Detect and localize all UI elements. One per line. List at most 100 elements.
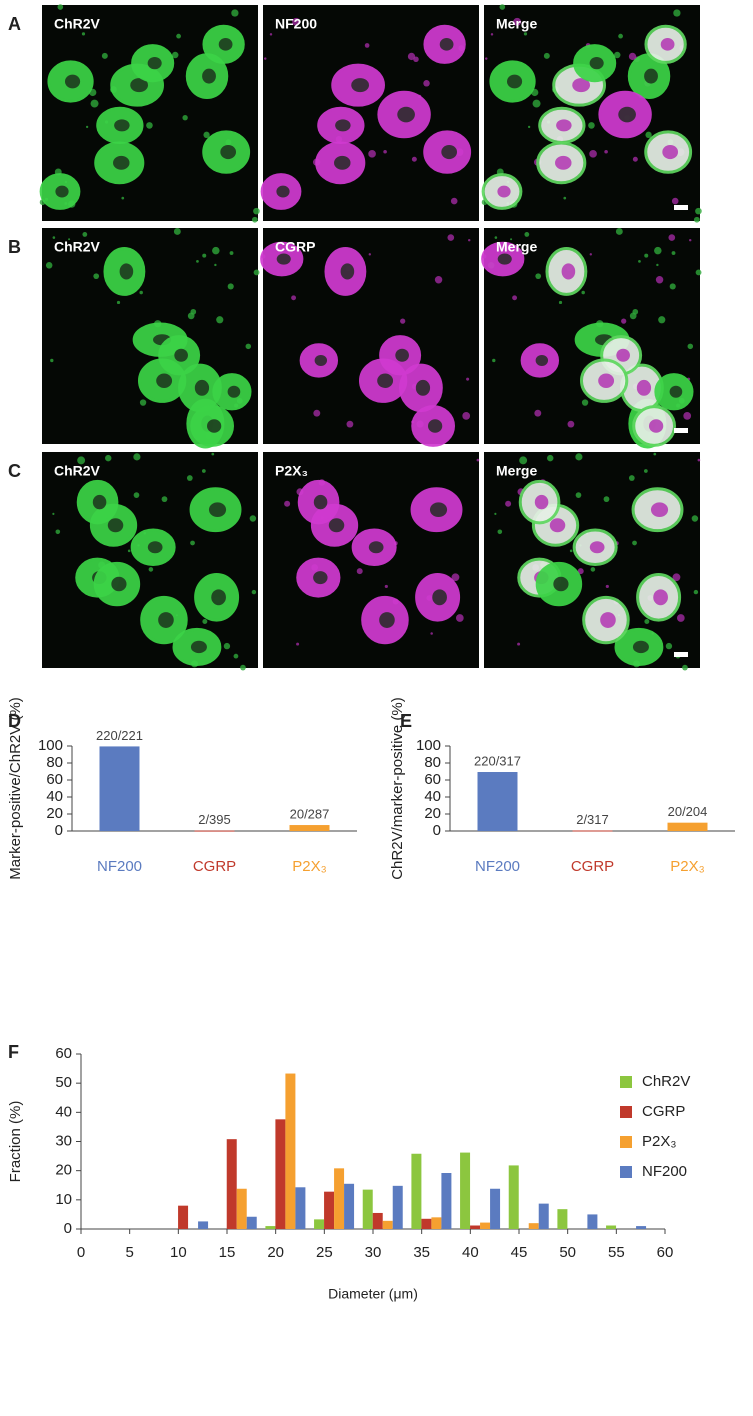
y-tick-label: 20	[46, 805, 63, 822]
speck	[462, 411, 471, 420]
speck	[161, 496, 168, 503]
speck	[682, 664, 688, 671]
bar	[372, 1212, 383, 1229]
bar	[334, 1168, 345, 1229]
speck	[654, 246, 662, 255]
x-tick-label: P2X₃	[670, 858, 704, 875]
micrograph: Merge	[481, 228, 702, 449]
y-tick-label: 60	[424, 771, 441, 788]
x-tick-label: 5	[125, 1244, 133, 1261]
panel-letter: C	[8, 461, 21, 481]
x-tick-label: 60	[657, 1244, 674, 1261]
bar	[314, 1219, 325, 1229]
speck	[296, 642, 300, 646]
speck	[547, 454, 554, 462]
y-tick-label: 20	[55, 1162, 72, 1179]
x-tick-label: 10	[170, 1244, 187, 1261]
bar	[178, 1205, 189, 1229]
speck	[581, 399, 589, 406]
nucleus	[644, 68, 658, 84]
speck	[517, 642, 521, 646]
speck	[543, 52, 550, 59]
speck	[589, 150, 597, 158]
speck	[527, 125, 531, 129]
speck	[411, 156, 417, 162]
bar	[324, 1191, 335, 1229]
speck	[368, 253, 371, 256]
speck	[676, 614, 685, 622]
nucleus	[662, 144, 679, 160]
bar	[289, 825, 330, 831]
nucleus	[147, 57, 162, 70]
speck	[383, 149, 387, 154]
bar	[538, 1203, 549, 1229]
nucleus	[130, 78, 149, 93]
x-tick-label: 55	[608, 1244, 625, 1261]
bar	[411, 1153, 422, 1229]
image-label: NF200	[275, 16, 317, 32]
nucleus	[497, 253, 512, 265]
x-tick-label: NF200	[97, 858, 142, 875]
x-tick-label: 40	[462, 1244, 479, 1261]
nucleus	[561, 263, 576, 280]
speck	[231, 9, 239, 17]
speck	[563, 196, 567, 200]
nucleus	[208, 502, 227, 518]
speck	[251, 216, 258, 223]
speck	[190, 540, 195, 546]
speck	[253, 269, 260, 276]
speck	[615, 228, 623, 235]
speck	[671, 197, 679, 205]
speck	[57, 4, 64, 10]
bar	[431, 1217, 442, 1229]
panel-letter: F	[8, 1042, 19, 1062]
speck	[632, 156, 638, 162]
speck	[52, 512, 55, 515]
bar	[265, 1226, 276, 1229]
nucleus	[328, 518, 345, 533]
speck	[645, 131, 652, 138]
bar	[226, 1139, 237, 1229]
nucleus	[119, 263, 134, 280]
speck	[656, 263, 659, 267]
speck	[468, 238, 471, 242]
speck	[407, 52, 416, 61]
speck	[313, 409, 321, 417]
speck	[632, 540, 637, 546]
speck	[139, 399, 147, 406]
value-label: 2/395	[198, 812, 231, 827]
speck	[121, 196, 125, 200]
speck	[269, 33, 273, 36]
nucleus	[397, 106, 415, 123]
x-tick-label: 30	[365, 1244, 382, 1261]
speck	[182, 115, 188, 121]
image-label: CGRP	[275, 239, 315, 255]
nucleus	[190, 640, 207, 654]
speck	[693, 589, 699, 595]
speck	[50, 358, 54, 363]
speck	[494, 236, 498, 239]
speck	[68, 238, 71, 241]
speck	[105, 454, 112, 462]
speck	[253, 207, 260, 215]
speck	[55, 529, 61, 535]
nucleus	[113, 155, 130, 170]
nucleus	[669, 385, 683, 398]
speck	[683, 411, 692, 420]
y-axis-label: Marker-positive/ChR2V (%)	[7, 697, 24, 880]
speck	[85, 125, 89, 129]
speck	[116, 300, 121, 305]
bar	[557, 1209, 568, 1229]
nucleus	[648, 419, 664, 433]
value-label: 220/221	[96, 728, 143, 743]
y-tick-label: 40	[55, 1103, 72, 1120]
value-label: 20/287	[290, 806, 330, 821]
nucleus	[600, 612, 616, 628]
speck	[490, 33, 494, 36]
speck	[45, 262, 53, 269]
y-tick-label: 0	[433, 822, 441, 839]
speck	[173, 228, 181, 235]
speck	[291, 295, 297, 301]
nucleus	[218, 37, 233, 51]
